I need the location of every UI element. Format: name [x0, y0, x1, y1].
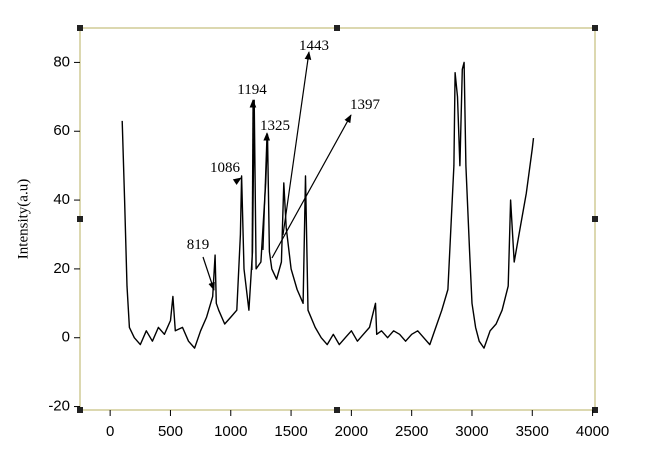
annotation: 1325 [260, 118, 290, 134]
y-axis-label: Intensity(a.u) [15, 179, 31, 259]
x-tick-label: 0 [106, 423, 114, 440]
annotation: 1397 [350, 97, 381, 113]
x-tick-label: 2500 [395, 423, 428, 440]
y-tick-label: -20 [48, 398, 70, 415]
annotation-arrow [232, 177, 242, 185]
selection-handles [77, 25, 598, 413]
plot-area [79, 27, 596, 411]
annotation-arrow [271, 114, 352, 259]
spectrum-line [121, 61, 535, 349]
annotation: 819 [187, 237, 210, 253]
x-tick-label: 1000 [214, 423, 247, 440]
x-tick-label: 2000 [335, 423, 368, 440]
y-tick-label: 80 [53, 53, 70, 70]
y-tick-label: 20 [53, 260, 70, 277]
annotation-arrow [282, 51, 312, 236]
annotation: 1443 [299, 38, 329, 54]
x-tick-label: 1500 [274, 423, 307, 440]
annotation-arrow [262, 132, 271, 251]
x-tick-label: 3000 [455, 423, 488, 440]
annotation-arrow [202, 256, 215, 291]
y-tick-label: 60 [53, 122, 70, 139]
x-tick-label: 3500 [516, 423, 549, 440]
annotation: 1194 [237, 82, 267, 98]
x-tick-label: 4000 [576, 423, 609, 440]
annotation: 1086 [210, 160, 241, 176]
y-tick-label: 40 [53, 191, 70, 208]
x-tick-label: 500 [158, 423, 183, 440]
y-tick-label: 0 [62, 329, 70, 346]
annotation-arrow [249, 99, 257, 271]
